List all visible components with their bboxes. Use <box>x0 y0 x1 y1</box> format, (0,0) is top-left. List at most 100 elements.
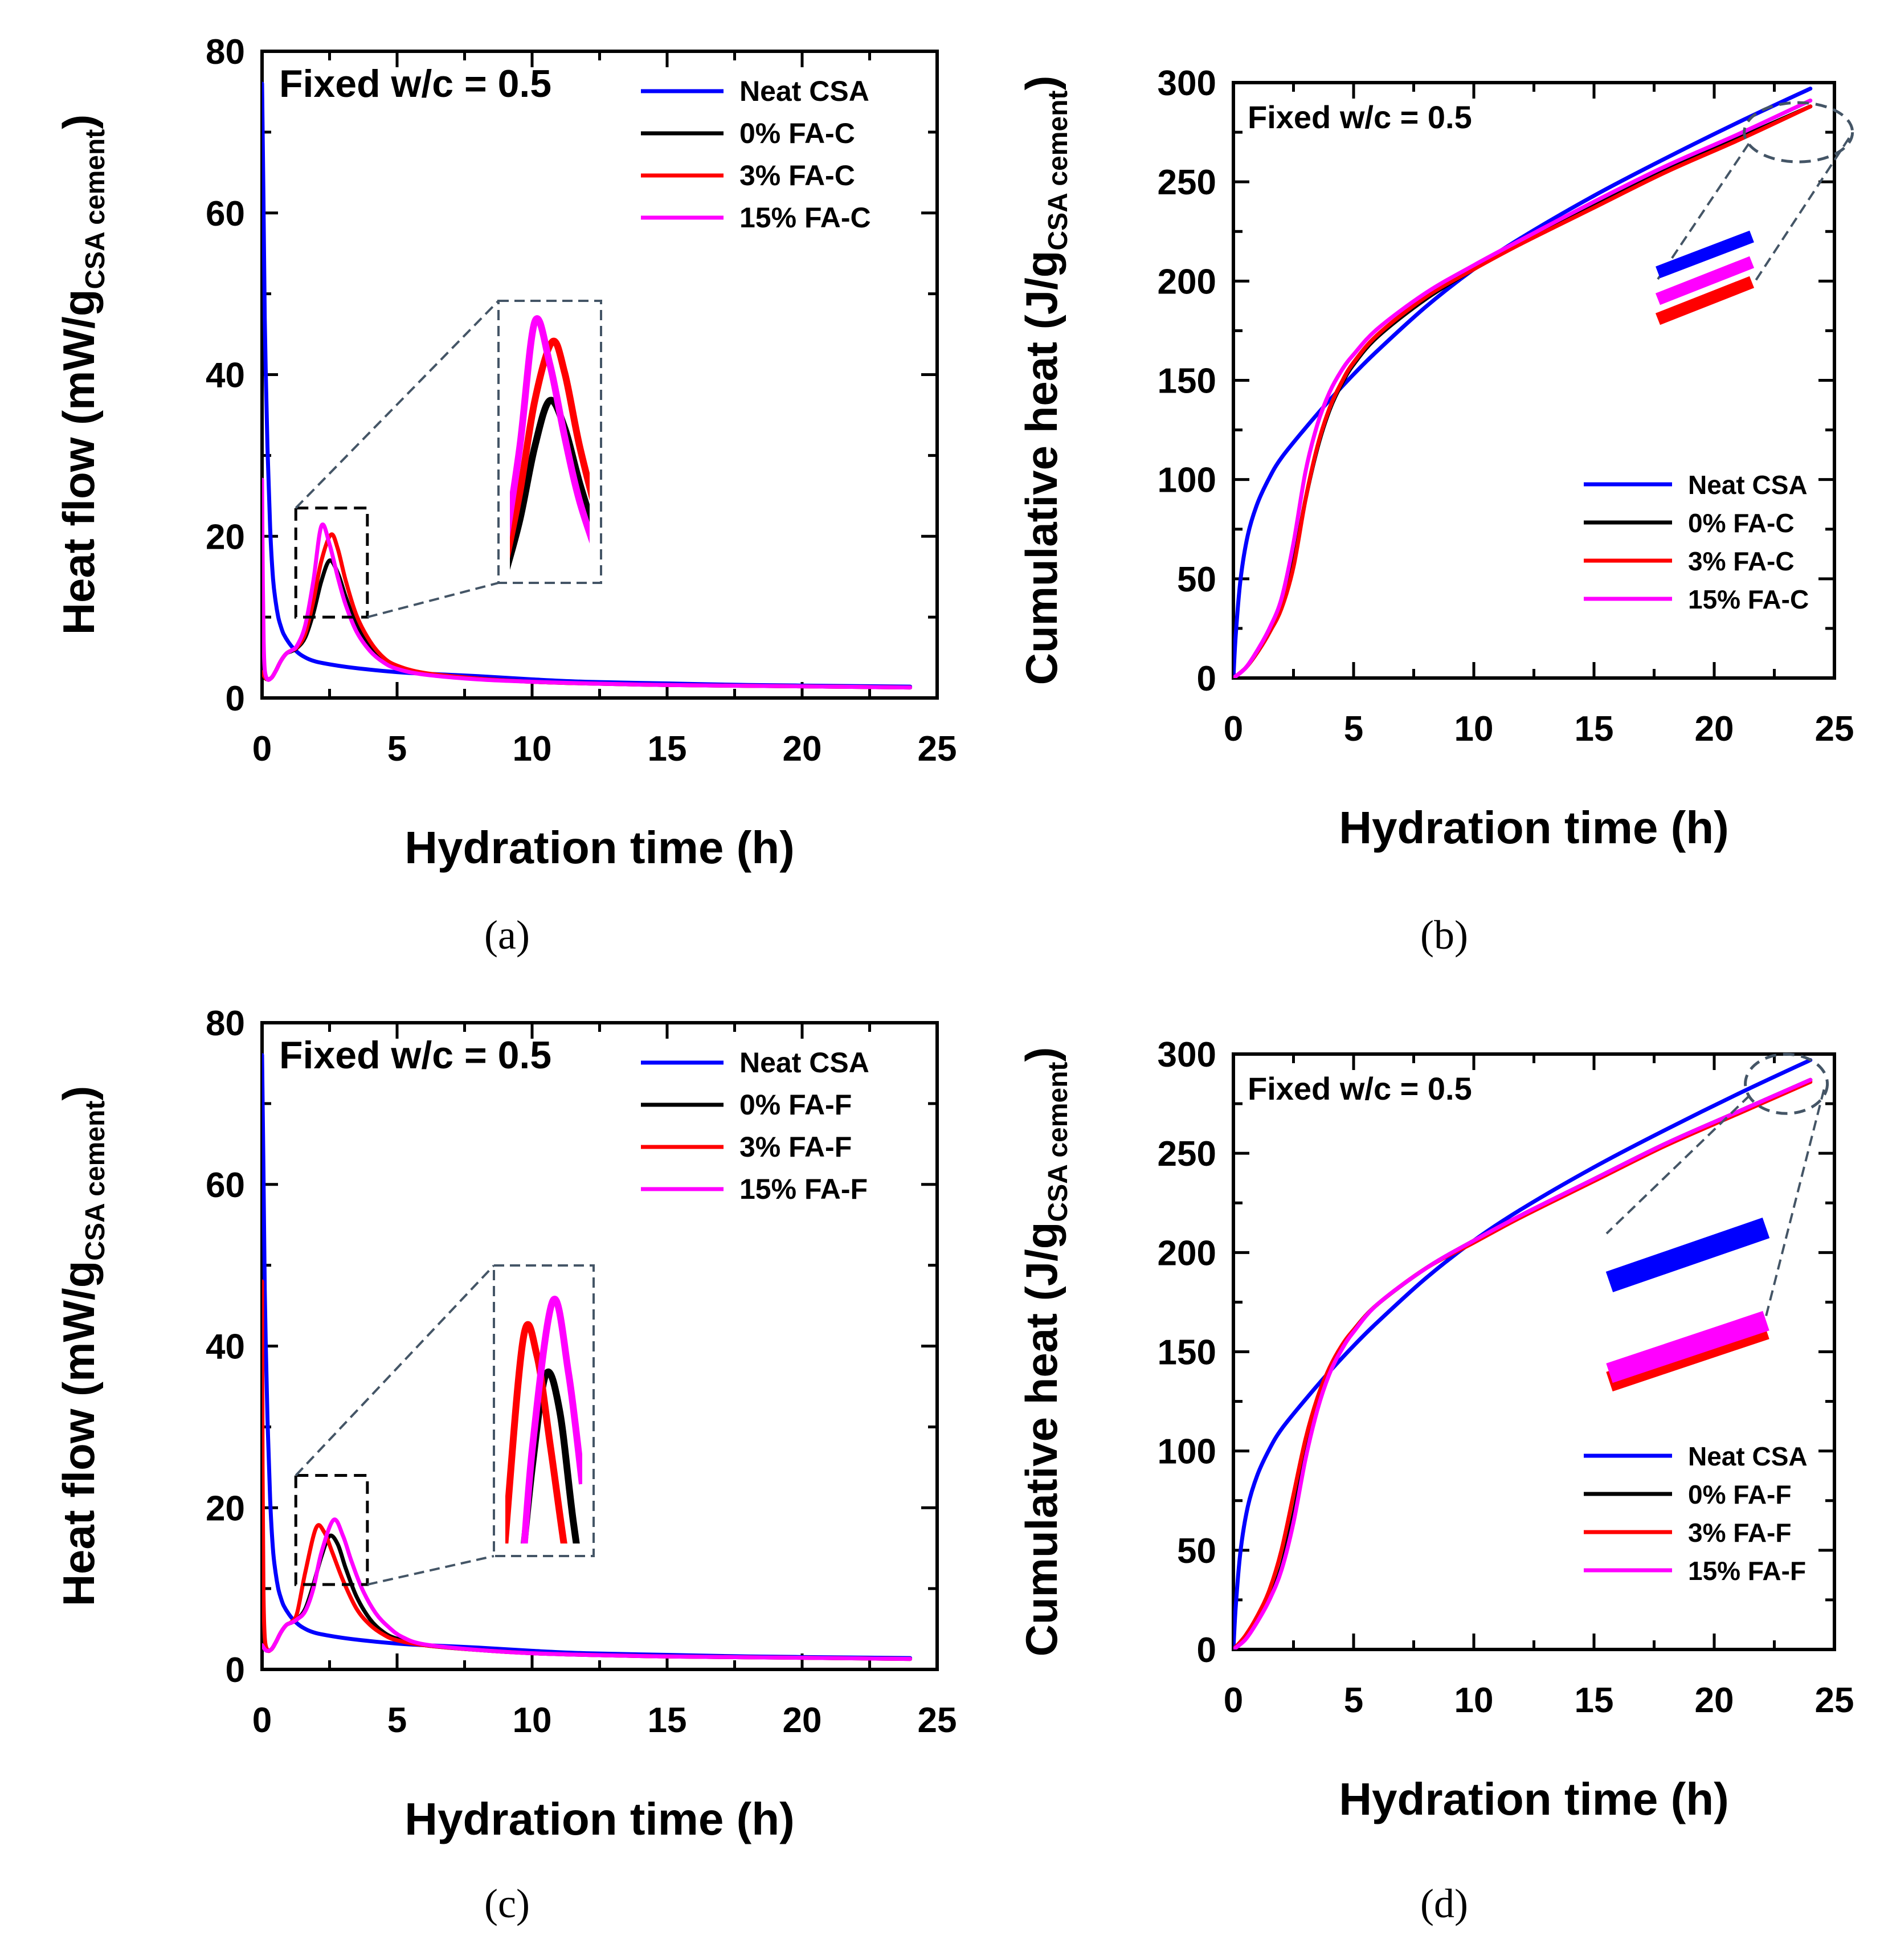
y-tick-label: 80 <box>206 1004 245 1043</box>
x-tick-label: 15 <box>1575 709 1614 749</box>
x-axis-label: Hydration time (h) <box>404 1794 794 1844</box>
legend-label: 0% FA-C <box>739 117 855 149</box>
y-tick-label: 20 <box>206 1489 245 1528</box>
y-tick-label: 40 <box>206 1328 245 1367</box>
x-axis-label: Hydration time (h) <box>1339 802 1728 853</box>
y-axis-label-close: ) <box>54 1086 104 1101</box>
legend-label: 3% FA-F <box>1688 1518 1791 1547</box>
legend-label: Neat CSA <box>1688 1442 1808 1471</box>
y-tick-label: 60 <box>206 194 245 234</box>
legend-label: Neat CSA <box>1688 470 1808 500</box>
y-tick-label: 250 <box>1158 163 1216 202</box>
legend-label: Neat CSA <box>739 1047 869 1079</box>
zoom-guide-line <box>367 1556 494 1585</box>
legend-label: 15% FA-C <box>1688 585 1809 614</box>
chart-panel-d: 0 5 10 15 20 25050100150200250300Hydration ti… <box>1016 1035 1854 1926</box>
y-axis-label-main: Heat flow (mW/g <box>54 289 104 635</box>
figure: 0 5 10 15 20 25020406080Hydration time (h)Hea… <box>0 0 1880 1960</box>
x-tick-label: 20 <box>783 729 822 769</box>
y-tick-label: 40 <box>206 356 245 395</box>
legend-label: 15% FA-C <box>739 202 871 234</box>
y-axis-label: Heat flow (mW/gCSA cement) <box>54 115 111 635</box>
legend-label: 3% FA-C <box>1688 546 1795 576</box>
y-axis-label-subscript: CSA cement <box>80 129 111 289</box>
x-axis-label: Hydration time (h) <box>404 822 794 873</box>
x-tick-label: 10 <box>513 729 552 769</box>
y-tick-label: 0 <box>226 679 245 718</box>
y-tick-label: 250 <box>1158 1134 1216 1174</box>
legend-label: Neat CSA <box>739 75 869 107</box>
panel-caption: (a) <box>484 912 530 958</box>
y-axis-label: Heat flow (mW/gCSA cement) <box>54 1086 111 1607</box>
panel-caption: (c) <box>484 1881 530 1926</box>
legend-label: 0% FA-F <box>739 1089 852 1121</box>
x-tick-label: 5 <box>387 729 407 769</box>
x-tick-label: 15 <box>648 729 687 769</box>
x-tick-label: 25 <box>918 1701 957 1740</box>
y-axis-label-close: ) <box>54 115 104 129</box>
y-axis-label-subscript: CSA cement <box>1043 1062 1073 1222</box>
y-tick-label: 150 <box>1158 1333 1216 1373</box>
panel-caption: (b) <box>1420 912 1468 958</box>
y-tick-label: 60 <box>206 1166 245 1205</box>
legend: Neat CSA 0% FA-F 3% FA-F 15% FA-F <box>641 1047 869 1205</box>
y-tick-label: 100 <box>1158 1432 1216 1472</box>
y-tick-label: 20 <box>206 517 245 557</box>
legend-label: 15% FA-F <box>1688 1556 1806 1586</box>
x-tick-label: 15 <box>648 1701 687 1740</box>
annotation-text: Fixed w/c = 0.5 <box>279 62 551 105</box>
x-tick-label: 0 <box>252 1701 272 1740</box>
x-tick-label: 20 <box>1695 1681 1734 1720</box>
y-axis-label: Cumulative heat (J/gCSA cement) <box>1016 76 1073 685</box>
legend: Neat CSA 0% FA-F 3% FA-F 15% FA-F <box>1584 1442 1808 1586</box>
x-tick-label: 20 <box>1695 709 1734 749</box>
y-axis-label-subscript: CSA cement <box>1043 91 1073 251</box>
legend-label: 3% FA-F <box>739 1131 852 1163</box>
y-tick-label: 0 <box>226 1651 245 1690</box>
legend-label: 0% FA-C <box>1688 508 1795 538</box>
x-tick-label: 25 <box>1815 709 1854 749</box>
y-axis-label-main: Heat flow (mW/g <box>54 1261 104 1607</box>
y-tick-label: 150 <box>1158 362 1216 401</box>
zoom-guide-line <box>367 583 498 617</box>
zoom-segment-neat <box>1609 1228 1766 1282</box>
x-tick-label: 25 <box>1815 1681 1854 1720</box>
chart-panel-a: 0 5 10 15 20 25 0 20 40 60 80 Hydration time (h) Hea… <box>54 32 957 958</box>
x-tick-label: 5 <box>387 1701 407 1740</box>
y-tick-label: 200 <box>1158 262 1216 301</box>
x-axis-label: Hydration time (h) <box>1339 1774 1728 1824</box>
x-tick-label: 10 <box>1454 1681 1494 1720</box>
panel-caption: (d) <box>1420 1881 1468 1926</box>
y-tick-label: 0 <box>1197 1631 1216 1670</box>
x-tick-label: 10 <box>1454 709 1494 749</box>
y-axis-label-close: ) <box>1016 76 1066 91</box>
zoom-inset <box>296 1265 594 1751</box>
y-axis-label-subscript: CSA cement <box>80 1101 111 1261</box>
y-axis-label-main: Cumulative heat (J/g <box>1016 251 1066 685</box>
annotation-text: Fixed w/c = 0.5 <box>1248 1071 1472 1106</box>
x-tick-label: 25 <box>918 729 957 769</box>
zoom-inset <box>1658 103 1853 319</box>
x-tick-label: 10 <box>513 1701 552 1740</box>
chart-panel-c: 0 5 10 15 20 25 0 20 40 60 80 Hydration time (h) Hea… <box>54 1004 957 1926</box>
x-tick-label: 5 <box>1344 1681 1363 1720</box>
zoom-guide-line <box>296 1265 494 1476</box>
legend-label: 15% FA-F <box>739 1173 868 1205</box>
y-tick-label: 300 <box>1158 64 1216 103</box>
x-tick-label: 0 <box>252 729 272 769</box>
x-tick-label: 5 <box>1344 709 1363 749</box>
y-tick-label: 300 <box>1158 1035 1216 1075</box>
y-tick-label: 0 <box>1197 659 1216 699</box>
zoom-guide-line <box>1766 1089 1824 1316</box>
y-tick-label: 50 <box>1177 560 1216 599</box>
y-tick-label: 50 <box>1177 1532 1216 1571</box>
annotation-text: Fixed w/c = 0.5 <box>1248 99 1472 135</box>
y-tick-label: 200 <box>1158 1234 1216 1273</box>
x-tick-label: 0 <box>1224 1681 1243 1720</box>
y-tick-label: 80 <box>206 32 245 72</box>
y-axis-label-close: ) <box>1016 1047 1066 1062</box>
x-tick-label: 20 <box>783 1701 822 1740</box>
y-axis-label-main: Cumulative heat (J/g <box>1016 1222 1066 1657</box>
legend: Neat CSA 0% FA-C 3% FA-C 15% FA-C <box>1584 470 1809 614</box>
